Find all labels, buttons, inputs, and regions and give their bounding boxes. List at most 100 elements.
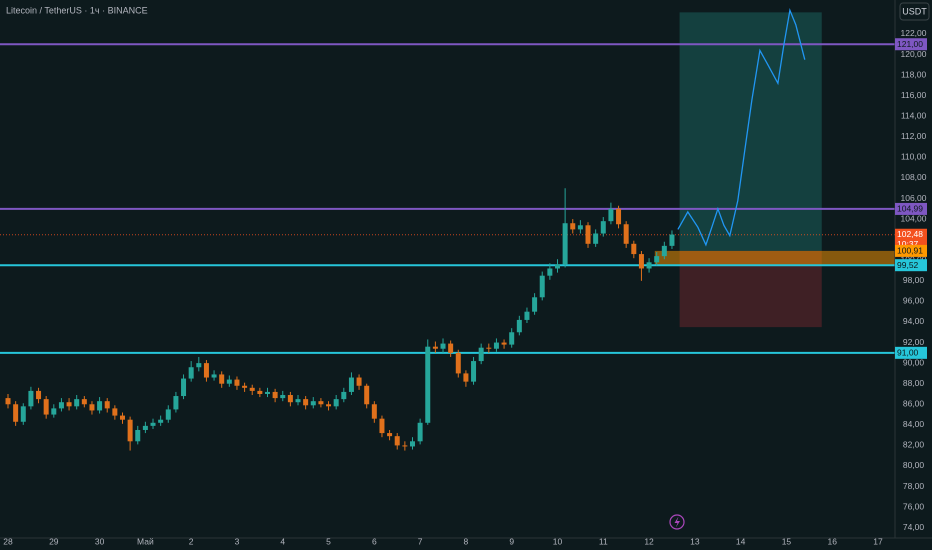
candle-body (562, 223, 568, 265)
candle-body (89, 404, 95, 411)
candle-body (379, 418, 385, 434)
level-label: 91,00 (897, 348, 919, 358)
y-tick-label: 94,00 (903, 316, 925, 326)
support-zone (654, 250, 895, 266)
x-tick-label: 9 (509, 536, 514, 546)
x-tick-label: 28 (3, 536, 13, 546)
candle-body (593, 233, 599, 244)
y-tick-label: 106,00 (901, 193, 927, 203)
candle-body (158, 419, 164, 423)
profit-zone (679, 12, 822, 251)
y-tick-label: 76,00 (903, 501, 925, 511)
y-tick-label: 90,00 (903, 357, 925, 367)
entry-label-box (895, 244, 927, 257)
candle-body (516, 319, 522, 333)
candle-body (501, 342, 507, 345)
x-tick-label: 29 (49, 536, 59, 546)
candle-body (478, 347, 484, 362)
y-tick-label: 110,00 (901, 152, 927, 162)
y-tick-label: 118,00 (901, 69, 927, 79)
y-tick-label: 84,00 (903, 419, 925, 429)
candle-body (318, 401, 324, 405)
candle-body (638, 254, 644, 269)
candle-body (173, 396, 179, 410)
candle-body (539, 275, 545, 298)
candle-body (181, 378, 187, 397)
y-tick-label: 104,00 (901, 213, 927, 223)
candle-body (623, 224, 629, 244)
candle-body (600, 221, 606, 234)
candle-body (417, 422, 423, 442)
candle-body (104, 401, 110, 409)
candle-body (97, 401, 103, 411)
candle-body (631, 243, 637, 255)
y-tick-label: 86,00 (903, 399, 925, 409)
currency-button[interactable]: USDT (899, 2, 930, 21)
y-tick-label: 120,00 (901, 49, 927, 59)
candle-body (66, 402, 72, 407)
candle-body (532, 297, 538, 312)
level-label-box (895, 346, 927, 359)
candle-body (303, 399, 309, 406)
candle-body (394, 436, 400, 446)
y-tick-label: 74,00 (903, 522, 925, 532)
candle-body (112, 408, 118, 416)
y-tick-label: 98,00 (903, 275, 925, 285)
x-tick-label: 2 (189, 536, 194, 546)
candle-body (36, 390, 42, 400)
x-tick-label: 30 (95, 536, 105, 546)
candle-body (226, 379, 232, 384)
candle-body (287, 395, 293, 403)
last-price-label: 102,48 (897, 229, 923, 239)
level-label: 99,52 (897, 260, 919, 270)
currency-button-frame[interactable] (899, 2, 930, 21)
lightning-circle[interactable] (669, 514, 685, 530)
candle-body (295, 399, 301, 403)
candle-body (455, 352, 461, 374)
candle-body (616, 208, 622, 225)
candle-body (272, 391, 278, 399)
candle-body (570, 223, 576, 230)
x-tick-label: 16 (827, 536, 837, 546)
candle-body (669, 234, 675, 246)
y-tick-label: 108,00 (901, 172, 927, 182)
candle-body (608, 208, 614, 222)
candle-body (196, 363, 202, 368)
candle-body (486, 347, 492, 349)
candle-body (310, 401, 316, 406)
x-tick-label: 7 (418, 536, 423, 546)
candle-body (142, 425, 148, 430)
candle-body (333, 399, 339, 407)
plot-area (0, 7, 895, 451)
candle-body (348, 377, 354, 392)
x-tick-label: 11 (599, 536, 608, 546)
candle-body (234, 379, 240, 386)
y-tick-label: 96,00 (903, 296, 925, 306)
y-tick-label: 78,00 (903, 481, 925, 491)
x-tick-label: 6 (372, 536, 377, 546)
candle-body (119, 415, 125, 420)
candle-body (577, 225, 583, 230)
level-label: 121,00 (897, 39, 923, 49)
x-tick-label: 13 (690, 536, 700, 546)
candle-body (165, 409, 171, 420)
y-tick-label: 80,00 (903, 460, 925, 470)
y-tick-label: 112,00 (901, 131, 927, 141)
lightning-bolt[interactable] (674, 516, 681, 528)
candle-body (242, 385, 248, 388)
candle-body (654, 256, 660, 263)
candle-body (326, 404, 332, 407)
y-tick-label: 88,00 (903, 378, 925, 388)
lightning-icon[interactable] (669, 514, 685, 530)
x-tick-label: 3 (235, 536, 240, 546)
x-tick-label: 14 (736, 536, 746, 546)
candle-body (74, 399, 80, 407)
candle-body (471, 361, 477, 382)
currency-label[interactable]: USDT (902, 6, 927, 16)
x-tick-label: 17 (873, 536, 883, 546)
x-tick-label: 12 (644, 536, 654, 546)
x-tick-label: 15 (782, 536, 792, 546)
